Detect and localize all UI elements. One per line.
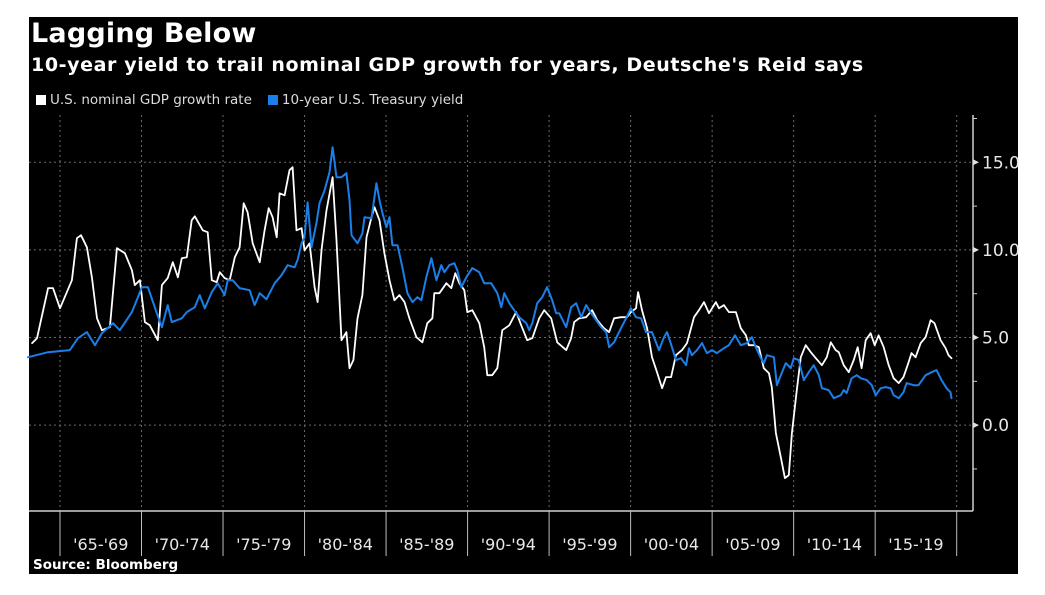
legend-item-gdp: U.S. nominal GDP growth rate	[36, 92, 252, 108]
y-tick	[973, 159, 979, 166]
legend: U.S. nominal GDP growth rate 10-year U.S…	[36, 90, 463, 110]
y-tick	[973, 246, 979, 253]
y-tick-label: 15.0	[982, 153, 1020, 173]
y-tick-label: 0.0	[982, 416, 1009, 436]
x-tick-label: '00-'04	[644, 535, 699, 554]
series	[27, 146, 953, 479]
y-tick	[973, 334, 979, 341]
x-tick-label: '80-'84	[318, 535, 373, 554]
x-tick-label: '75-'79	[236, 535, 291, 554]
x-tick-label: '70-'74	[155, 535, 210, 554]
x-tick-label: '15-'19	[888, 535, 943, 554]
x-tick-label: '85-'89	[399, 535, 454, 554]
chart-title: Lagging Below	[31, 18, 257, 49]
legend-label-treasury: 10-year U.S. Treasury yield	[281, 92, 464, 108]
y-tick-label: 10.0	[982, 241, 1020, 261]
x-tick-label: '10-'14	[807, 535, 862, 554]
series-line-treasury-yield	[27, 146, 953, 400]
chart-subtitle: 10-year yield to trail nominal GDP growt…	[31, 54, 864, 76]
x-tick-label: '95-'99	[562, 535, 617, 554]
y-tick-label: 5.0	[982, 329, 1009, 349]
y-tick	[973, 422, 979, 429]
legend-swatch-gdp	[36, 95, 46, 105]
axes: '65-'69 '70-'74 '75-'79 '80-'84 '85-'89 '90-'…	[29, 115, 1020, 556]
x-tick-label: '05-'09	[725, 535, 780, 554]
chart-panel	[29, 17, 1018, 574]
x-tick-label: '65-'69	[73, 535, 128, 554]
x-tick-label: '90-'94	[481, 535, 536, 554]
legend-swatch-treasury	[267, 95, 278, 105]
series-line-gdp-growth	[31, 166, 953, 479]
legend-label-gdp: U.S. nominal GDP growth rate	[50, 92, 252, 108]
legend-item-treasury: 10-year U.S. Treasury yield	[267, 92, 464, 108]
source-note: Source: Bloomberg	[33, 557, 179, 573]
